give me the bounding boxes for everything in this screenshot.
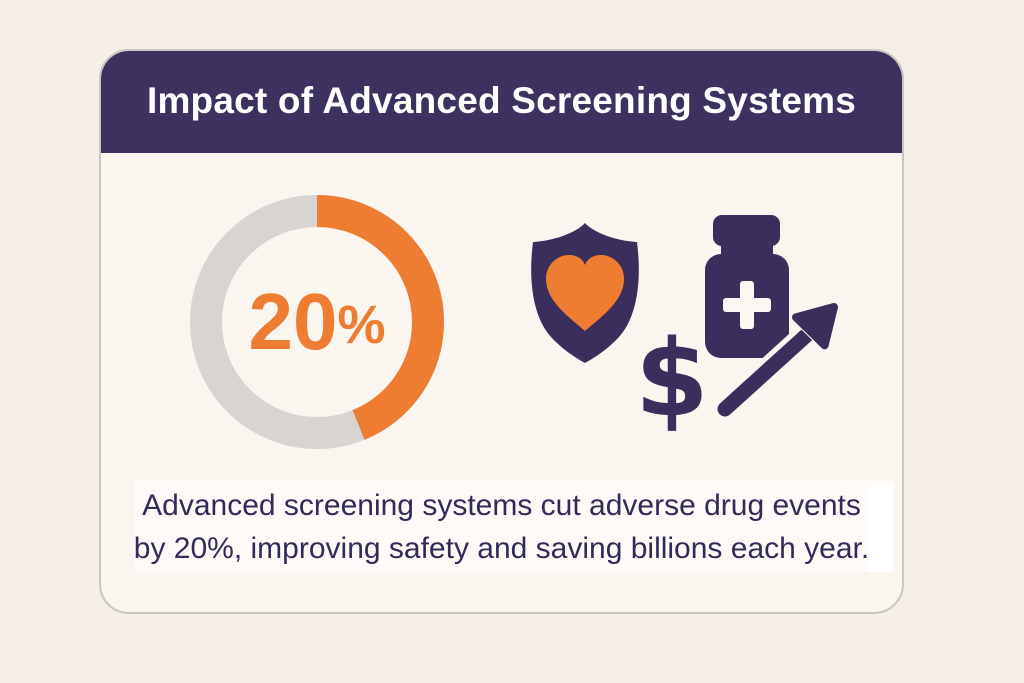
infographic-card: Impact of Advanced Screening Systems 20 … [99,49,904,614]
bottle-arrow-svg [705,215,839,422]
percent-symbol: % [337,295,386,355]
medicine-bottle-arrow-icon [692,207,842,422]
shield-heart-icon [519,219,651,367]
donut-chart-svg [190,195,444,449]
donut-chart: 20 % [187,192,447,452]
donut-center-label: 20 % [187,192,447,452]
page-title: Impact of Advanced Screening Systems [146,80,857,121]
caption-line-2: by 20%, improving safety and saving bill… [133,531,870,565]
donut-value-arc [190,195,444,449]
caption-text: Advanced screening systems cut adverse d… [113,485,890,570]
heart-icon [546,255,624,331]
card-header: Impact of Advanced Screening Systems [101,51,902,153]
percent-value: 20 [248,277,338,366]
caption-background [135,479,895,572]
growth-arrow-icon [712,302,839,422]
dollar-icon: $ [635,317,709,440]
shield-heart-icon-svg [531,223,639,363]
caption-highlight-strip [869,485,892,572]
cross-icon [723,281,771,329]
caption-line-1: Advanced screening systems cut adverse d… [142,489,861,522]
